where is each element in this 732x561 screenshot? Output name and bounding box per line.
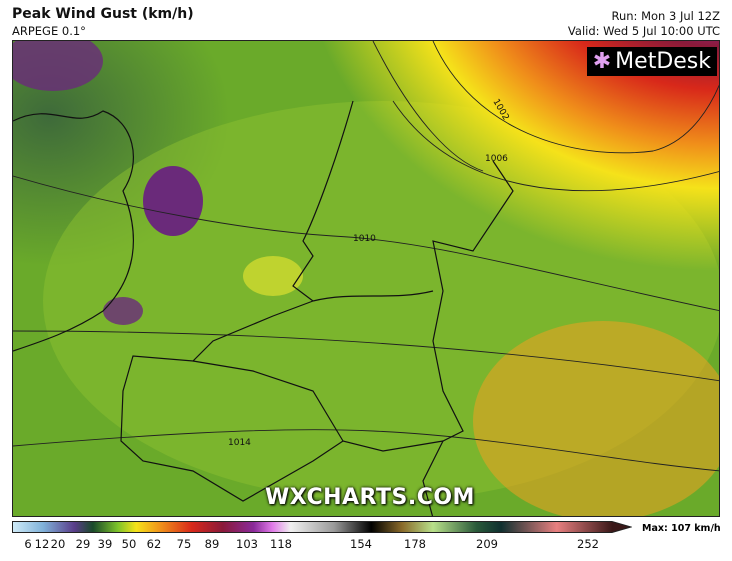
watermark: WXCHARTS.COM xyxy=(265,485,475,510)
logo-text: MetDesk xyxy=(615,49,711,74)
isobar xyxy=(13,330,719,382)
legend-tick: 62 xyxy=(146,537,162,551)
model-name: ARPEGE 0.1° xyxy=(12,24,86,38)
color-scale-bar xyxy=(12,521,632,533)
legend-tick: 12 xyxy=(34,537,50,551)
chart-title: Peak Wind Gust (km/h) xyxy=(12,6,194,22)
isobar-label: 1010 xyxy=(353,234,376,244)
legend-tick: 103 xyxy=(236,537,258,551)
legend-tick: 6 xyxy=(24,537,32,551)
legend-tick: 118 xyxy=(270,537,292,551)
map-field: 1002 1006 1010 1014 xyxy=(13,41,719,516)
valid-time: Valid: Wed 5 Jul 10:00 UTC xyxy=(567,24,720,38)
isobar-label: 1014 xyxy=(228,438,251,448)
legend-tick: 89 xyxy=(204,537,220,551)
legend-tick: 209 xyxy=(476,537,498,551)
legend-tick: 39 xyxy=(97,537,113,551)
legend-tick: 154 xyxy=(350,537,372,551)
country-borders xyxy=(13,100,514,516)
run-time: Run: Mon 3 Jul 12Z xyxy=(611,9,721,23)
legend-tick: 75 xyxy=(176,537,192,551)
max-value: Max: 107 km/h xyxy=(642,523,721,534)
wind-gust-map[interactable]: 1002 1006 1010 1014 ✱ MetDesk WXCHARTS.C… xyxy=(12,40,720,517)
metdesk-star-icon: ✱ xyxy=(592,49,612,74)
isobar-label: 1006 xyxy=(485,154,508,164)
isobar-1014 xyxy=(13,429,719,472)
metdesk-logo: ✱ MetDesk xyxy=(586,47,717,76)
legend-tick: 50 xyxy=(121,537,137,551)
legend-tick: 252 xyxy=(577,537,599,551)
legend-tick: 29 xyxy=(75,537,91,551)
legend-tick: 178 xyxy=(404,537,426,551)
legend-tick: 20 xyxy=(50,537,66,551)
